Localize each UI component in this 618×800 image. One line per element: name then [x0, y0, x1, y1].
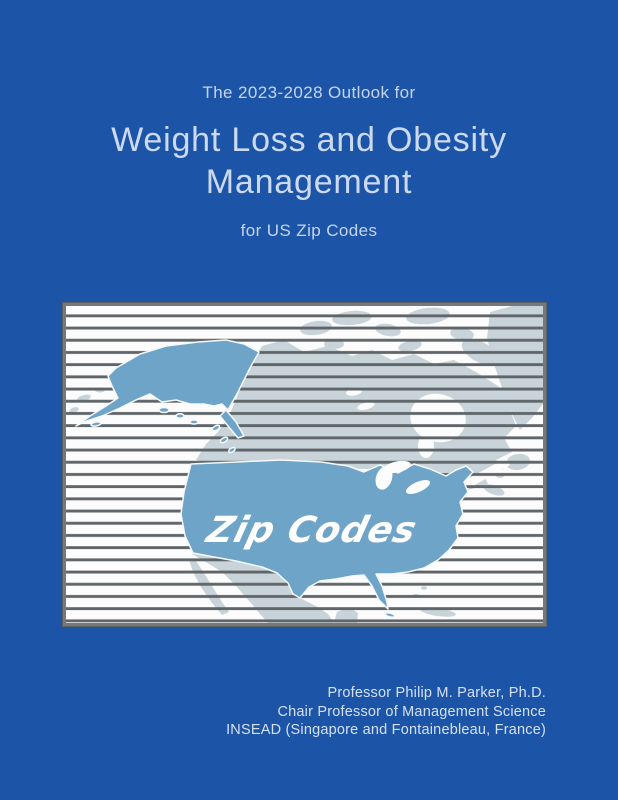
author-block: Professor Philip M. Parker, Ph.D. Chair … — [226, 684, 546, 740]
book-title: Weight Loss and Obesity Management — [0, 119, 618, 203]
map-panel: Zip Codes — [63, 303, 546, 626]
great-lakes — [375, 460, 431, 494]
author-name: Professor Philip M. Parker, Ph.D. — [327, 685, 546, 701]
book-title-line-2: Management — [205, 163, 413, 201]
author-role: Chair Professor of Management Science — [277, 703, 546, 720]
us-states-landmass — [75, 339, 474, 618]
series-title: The 2023-2028 Outlook for — [202, 83, 416, 102]
book-subtitle: for US Zip Codes — [240, 221, 378, 240]
map-zip-codes-label: Zip Codes — [202, 509, 422, 551]
author-institution: INSEAD (Singapore and Fontainebleau, Fra… — [226, 722, 546, 738]
book-title-line-1: Weight Loss and Obesity — [111, 121, 507, 159]
north-america-map-graphic: Zip Codes — [66, 306, 543, 623]
